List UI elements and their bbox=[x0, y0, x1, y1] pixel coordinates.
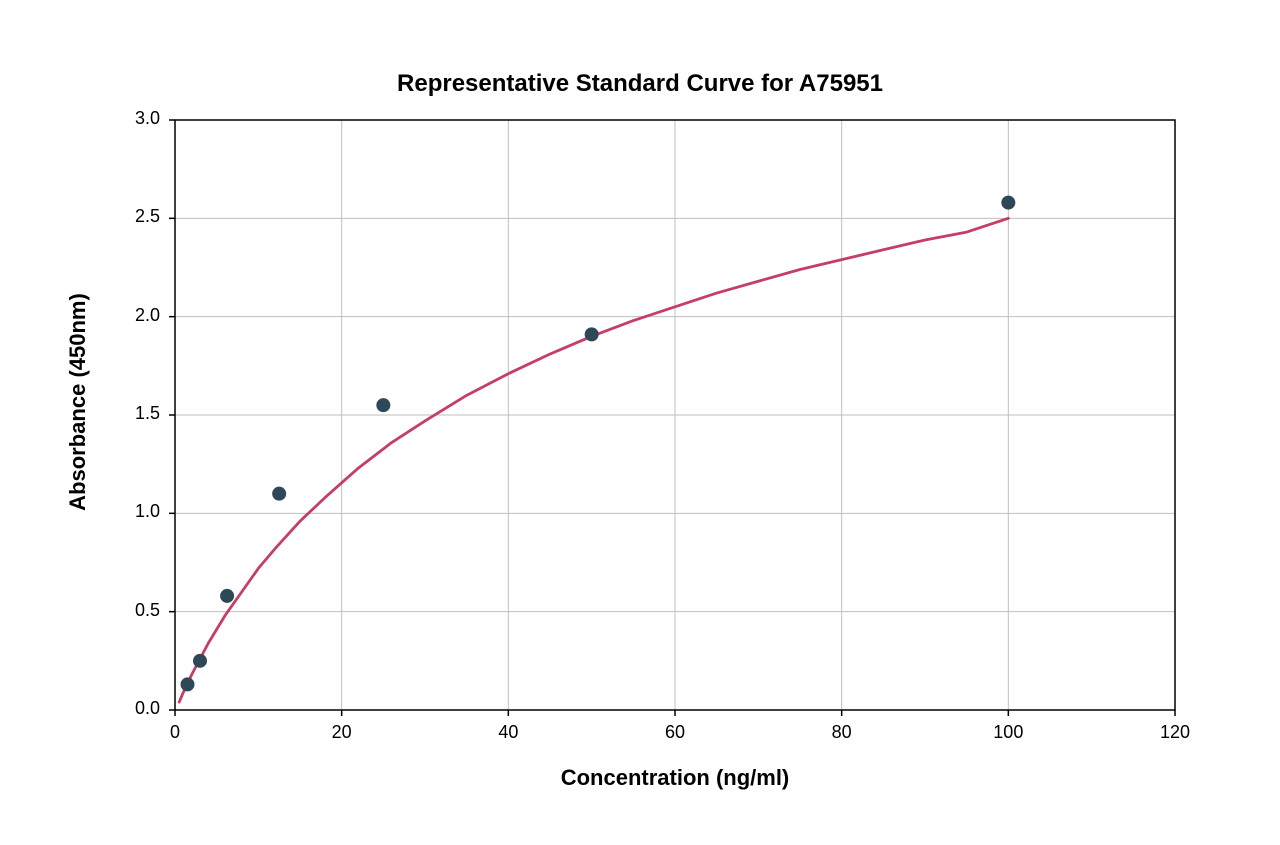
y-tick-label: 0.5 bbox=[115, 600, 160, 621]
y-tick-label: 3.0 bbox=[115, 108, 160, 129]
chart-svg bbox=[0, 0, 1280, 845]
gridlines bbox=[175, 120, 1175, 710]
chart-container: Representative Standard Curve for A75951… bbox=[0, 0, 1280, 845]
scatter-points bbox=[181, 196, 1016, 692]
y-tick-label: 0.0 bbox=[115, 698, 160, 719]
x-tick-label: 0 bbox=[150, 722, 200, 743]
y-axis-label: Absorbance (450nm) bbox=[65, 262, 91, 542]
y-tick-label: 1.5 bbox=[115, 403, 160, 424]
y-tick-label: 2.0 bbox=[115, 305, 160, 326]
x-tick-label: 120 bbox=[1150, 722, 1200, 743]
y-tick-label: 1.0 bbox=[115, 501, 160, 522]
x-tick-label: 40 bbox=[483, 722, 533, 743]
x-tick-label: 80 bbox=[817, 722, 867, 743]
x-tick-label: 60 bbox=[650, 722, 700, 743]
x-tick-label: 20 bbox=[317, 722, 367, 743]
chart-title: Representative Standard Curve for A75951 bbox=[0, 70, 1280, 98]
y-tick-label: 2.5 bbox=[115, 206, 160, 227]
ticks bbox=[169, 120, 1175, 716]
fitted-curve bbox=[179, 218, 1008, 702]
x-axis-label: Concentration (ng/ml) bbox=[525, 765, 825, 791]
x-tick-label: 100 bbox=[983, 722, 1033, 743]
